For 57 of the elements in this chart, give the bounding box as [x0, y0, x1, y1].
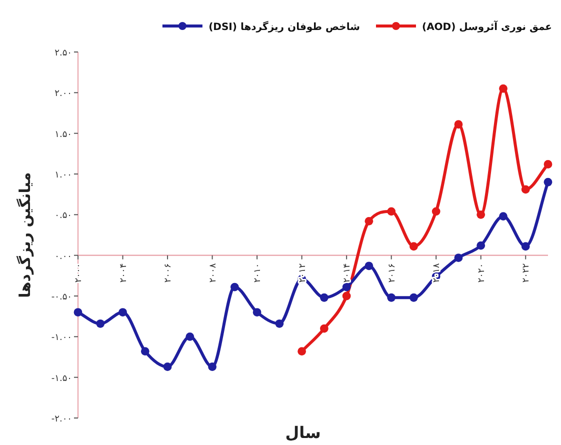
y-tick-label: ۰.۰۰ [54, 252, 72, 262]
y-tick-label: -۰.۵۰ [51, 292, 72, 302]
point [387, 293, 396, 302]
point [476, 241, 486, 250]
point [275, 319, 284, 328]
x-tick-label: ۲۰۱۶ [387, 263, 398, 283]
point [74, 308, 82, 316]
y-axis-title: میانگین ریزگردها [16, 172, 34, 298]
y-tick-label: ۱.۵۰ [54, 130, 72, 140]
x-axis-title: سال [285, 423, 321, 442]
y-tick-label: ۲.۰۰ [54, 89, 72, 100]
point [544, 178, 552, 186]
x-tick-label: ۲۰۱۴ [342, 263, 353, 283]
x-tick-label: ۲۰۲۲ [522, 263, 532, 283]
point [499, 212, 508, 220]
point [163, 362, 172, 371]
point [432, 207, 440, 216]
point [410, 242, 418, 251]
point [544, 160, 552, 168]
legend-label: شاخص طوفان ریزگردها (DSI) [208, 20, 360, 33]
point [342, 292, 351, 300]
y-tick-label: ۲.۵۰ [54, 48, 72, 58]
x-tick-label: ۲۰۱۲ [298, 263, 308, 283]
y-tick-label: ۱.۰۰ [54, 170, 72, 180]
point [140, 347, 150, 356]
x-tick-label: ۲۰۱۸ [432, 263, 442, 283]
point [320, 293, 328, 302]
x-tick-label: ۲۰۰۴ [118, 263, 129, 283]
point [387, 207, 396, 216]
point [364, 216, 374, 226]
x-tick-label: ۲۰۰۰ [74, 263, 84, 283]
legend-label: عمق نوری آئروسل (AOD) [422, 20, 552, 33]
point [230, 282, 239, 292]
x-tick-label: ۲۰۱۰ [253, 263, 264, 283]
point [118, 308, 127, 316]
point [342, 282, 351, 292]
x-tick-label: ۲۰۲۰ [476, 263, 487, 283]
x-tick-label: ۲۰۰۶ [164, 263, 174, 283]
point [476, 210, 486, 219]
point [410, 293, 418, 302]
point [208, 362, 216, 371]
y-tick-label: -۱.۵۰ [51, 374, 72, 384]
y-tick-label: -۲.۰۰ [51, 414, 72, 424]
point [454, 120, 463, 129]
y-tick-label: -۱.۰۰ [51, 333, 72, 344]
point [186, 332, 194, 341]
point [298, 347, 306, 356]
point [521, 185, 530, 194]
y-tick-label: ۰.۵۰ [54, 211, 72, 222]
point [521, 242, 530, 251]
point [252, 308, 262, 316]
point [454, 254, 463, 262]
point [320, 324, 328, 333]
point [499, 84, 508, 93]
x-tick-label: ۲۰۰۸ [208, 263, 218, 283]
point [364, 262, 374, 270]
point [96, 319, 105, 328]
